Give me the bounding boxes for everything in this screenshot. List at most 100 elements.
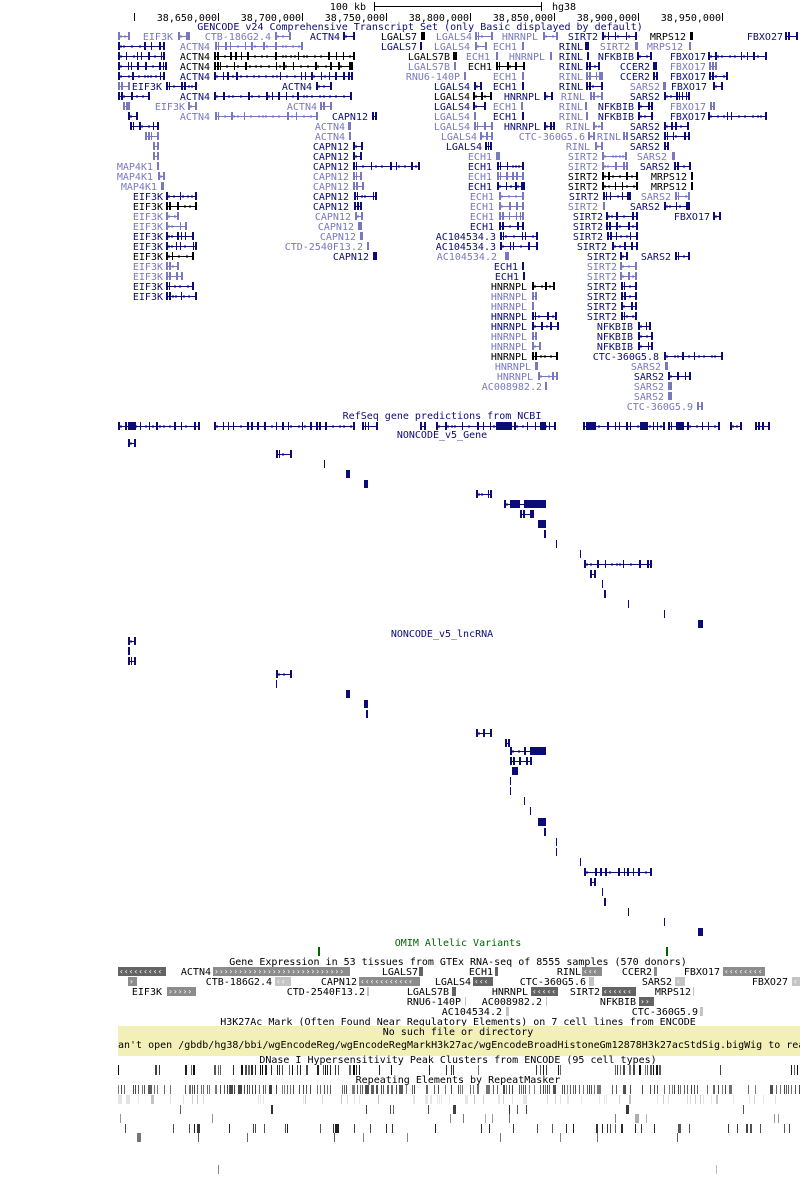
repeat-element[interactable] bbox=[560, 1095, 561, 1104]
dnase-peak[interactable] bbox=[159, 1065, 160, 1075]
gene-item[interactable]: FBXO17 bbox=[670, 62, 717, 73]
repeat-element[interactable] bbox=[786, 1085, 787, 1094]
gtex-gene-label[interactable]: SARS2 bbox=[642, 977, 672, 988]
refseq-gene[interactable] bbox=[214, 422, 355, 430]
gene-label[interactable]: FBXO17 bbox=[671, 82, 707, 93]
repeat-element[interactable] bbox=[564, 1085, 565, 1094]
repeat-element[interactable] bbox=[703, 1095, 704, 1104]
noncode-feature[interactable] bbox=[538, 818, 546, 826]
transcript-feature[interactable] bbox=[166, 282, 194, 290]
gene-label[interactable]: FBXO17 bbox=[674, 212, 710, 223]
offscreen-transcript[interactable] bbox=[118, 62, 167, 70]
noncode-feature[interactable] bbox=[556, 838, 557, 846]
repeat-element[interactable] bbox=[341, 1095, 342, 1104]
gtex-gene[interactable]: LGALS7B bbox=[407, 987, 456, 998]
gtex-bar[interactable] bbox=[700, 1007, 703, 1016]
gtex-gene[interactable]: MRPS12 bbox=[655, 987, 694, 998]
repeat-element[interactable] bbox=[238, 1085, 242, 1094]
gene-item[interactable]: SIRT2 bbox=[587, 262, 637, 273]
refseq-gene[interactable] bbox=[362, 422, 378, 430]
gene-item[interactable]: FBXO17 bbox=[670, 72, 728, 83]
transcript-feature[interactable] bbox=[668, 392, 672, 400]
noncode-feature[interactable] bbox=[556, 540, 557, 548]
repeat-element[interactable] bbox=[253, 1124, 254, 1133]
transcript-feature[interactable] bbox=[532, 342, 541, 350]
gene-item[interactable]: CAPN12 bbox=[313, 192, 377, 203]
dnase-peak[interactable] bbox=[797, 1065, 798, 1075]
gtex-gene-label[interactable]: LGALS7 bbox=[382, 967, 418, 978]
dnase-peak[interactable] bbox=[300, 1065, 301, 1075]
gene-label[interactable]: ECH1 bbox=[494, 262, 518, 273]
gtex-gene-label[interactable]: FBXO27 bbox=[752, 977, 788, 988]
dnase-peak[interactable] bbox=[251, 1065, 253, 1075]
gene-label[interactable]: SIRT2 bbox=[600, 42, 630, 53]
gtex-gene-label[interactable]: CTB-186G2.4 bbox=[206, 977, 272, 988]
repeat-element[interactable] bbox=[691, 1085, 692, 1094]
repeat-element[interactable] bbox=[366, 1105, 367, 1114]
repeat-element[interactable] bbox=[391, 1085, 393, 1094]
repeat-element[interactable] bbox=[725, 1085, 726, 1094]
omim-variant-mark[interactable] bbox=[666, 947, 668, 956]
gene-label[interactable]: CCER2 bbox=[620, 62, 650, 73]
dnase-peak[interactable] bbox=[659, 1065, 661, 1075]
gene-item[interactable]: NFKBIB bbox=[597, 322, 651, 333]
dnase-peak[interactable] bbox=[356, 1065, 357, 1075]
repeat-element[interactable] bbox=[445, 1085, 446, 1094]
gtex-gene[interactable]: CTD-2540F13.2 bbox=[287, 987, 369, 998]
gene-label[interactable]: MRPS12 bbox=[650, 32, 686, 43]
gene-label[interactable]: ACTN4 bbox=[287, 102, 317, 113]
gene-label[interactable]: SIRT2 bbox=[568, 172, 598, 183]
repeat-element[interactable] bbox=[477, 1085, 479, 1094]
transcript-feature[interactable] bbox=[606, 212, 638, 220]
repeat-element[interactable] bbox=[363, 1133, 364, 1142]
gene-item[interactable]: LGALS7B bbox=[408, 52, 457, 63]
repeat-element[interactable] bbox=[320, 1085, 321, 1094]
noncode-feature[interactable] bbox=[530, 807, 531, 815]
gene-item[interactable]: ECH1 bbox=[470, 222, 524, 233]
gene-label[interactable]: EIF3K bbox=[133, 232, 163, 243]
transcript-feature[interactable] bbox=[538, 372, 558, 380]
repeat-element[interactable] bbox=[173, 1124, 174, 1133]
noncode-feature[interactable] bbox=[580, 550, 581, 558]
transcript-feature[interactable] bbox=[713, 212, 721, 220]
gene-item[interactable]: CAPN12 bbox=[313, 142, 363, 153]
gene-label[interactable]: ACTN4 bbox=[310, 32, 340, 43]
gene-label[interactable]: LGALS4 bbox=[434, 92, 470, 103]
gtex-bar[interactable] bbox=[275, 977, 291, 986]
gene-item[interactable]: SARS2 bbox=[630, 82, 666, 93]
repeat-element[interactable] bbox=[201, 1085, 202, 1094]
transcript-feature[interactable] bbox=[480, 132, 493, 140]
transcript-feature[interactable] bbox=[522, 262, 524, 270]
repeat-element[interactable] bbox=[192, 1095, 193, 1104]
track-title[interactable]: NONCODE_v5_lncRNA bbox=[391, 629, 493, 640]
transcript-feature[interactable] bbox=[161, 182, 164, 190]
gene-item[interactable]: AC008982.2 bbox=[482, 382, 547, 393]
transcript-feature[interactable] bbox=[638, 342, 653, 350]
repeat-element[interactable] bbox=[669, 1085, 670, 1094]
dnase-peak[interactable] bbox=[317, 1065, 319, 1075]
repeat-element[interactable] bbox=[192, 1085, 193, 1094]
noncode-feature[interactable] bbox=[276, 680, 277, 688]
repeat-element[interactable] bbox=[763, 1095, 764, 1104]
offscreen-transcript[interactable] bbox=[130, 122, 159, 130]
gene-label[interactable]: CCER2 bbox=[620, 72, 650, 83]
dnase-peak[interactable] bbox=[720, 1065, 721, 1075]
transcript-feature[interactable] bbox=[372, 112, 377, 120]
transcript-feature[interactable] bbox=[664, 92, 690, 100]
gene-label[interactable]: SIRT2 bbox=[587, 252, 617, 263]
dnase-peak[interactable] bbox=[289, 1065, 290, 1075]
gene-item[interactable]: EIF3K bbox=[143, 32, 190, 43]
repeat-element[interactable] bbox=[437, 1095, 438, 1104]
repeat-element[interactable] bbox=[438, 1085, 439, 1094]
gene-item[interactable]: ACTN4 bbox=[180, 72, 353, 83]
gene-label[interactable]: ECH1 bbox=[468, 172, 492, 183]
gene-item[interactable]: SARS2 bbox=[634, 392, 672, 403]
repeat-element[interactable] bbox=[750, 1124, 752, 1133]
repeat-element[interactable] bbox=[430, 1095, 432, 1104]
transcript-feature[interactable] bbox=[532, 332, 537, 340]
noncode-feature[interactable] bbox=[538, 520, 546, 528]
transcript-feature[interactable] bbox=[473, 102, 486, 110]
dnase-peak[interactable] bbox=[558, 1065, 559, 1075]
gene-label[interactable]: MAP4K1 bbox=[121, 182, 157, 193]
repeat-element[interactable] bbox=[695, 1095, 696, 1104]
